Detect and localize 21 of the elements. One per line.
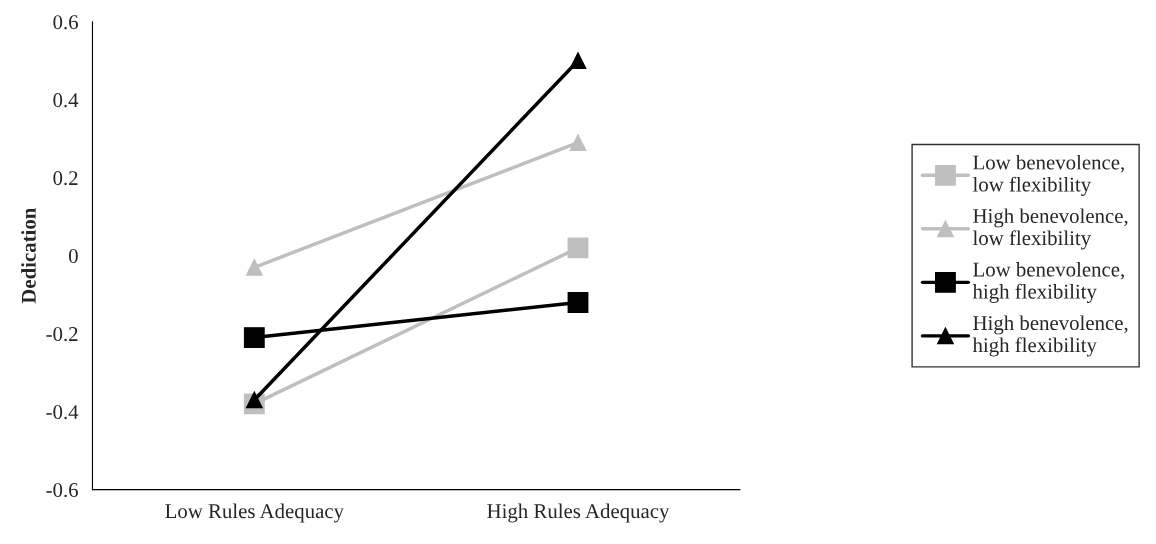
y-tick-label: -0.6: [46, 482, 78, 498]
legend-label: Low benevolence, high flexibility: [972, 261, 1124, 303]
point: [245, 391, 263, 409]
y-tick-label: -0.4: [46, 405, 79, 420]
legend-label: High benevolence, low flexibility: [972, 208, 1128, 250]
point: [569, 134, 587, 151]
point: [567, 292, 589, 313]
point: [569, 52, 587, 70]
x-tick-label: High Rules Adequacy: [487, 503, 670, 523]
y-tick-label: 0.6: [53, 15, 78, 30]
y-tick-label: 0.4: [53, 93, 79, 108]
legend-label: High benevolence, high flexibility: [972, 315, 1128, 357]
x-tick-label: Low Rules Adequacy: [165, 503, 344, 523]
y-tick-label: 0: [68, 249, 78, 264]
point: [567, 237, 589, 259]
y-tick-label: -0.2: [46, 327, 78, 342]
point: [243, 327, 265, 348]
y-tick-label: 0.2: [53, 171, 78, 186]
point: [245, 259, 263, 276]
legend-label: Low benevolence, low flexibility: [972, 154, 1124, 196]
y-axis-title: Dedication: [21, 207, 36, 304]
